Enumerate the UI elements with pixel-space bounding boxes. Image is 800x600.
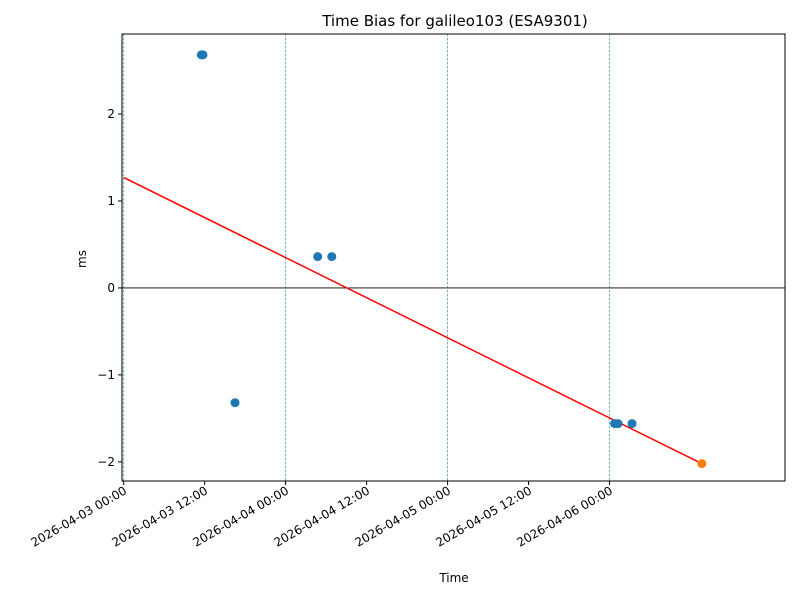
y-tick-label: 2 (107, 107, 115, 121)
data-point (327, 252, 337, 262)
y-tick-label: −1 (97, 368, 115, 382)
trend-line-layer (123, 176, 703, 465)
y-tick-label: 0 (107, 281, 115, 295)
y-axis-label: ms (75, 250, 89, 268)
latest-data-point (697, 459, 707, 469)
data-point (313, 252, 323, 262)
data-point (627, 419, 637, 429)
trend-line (123, 176, 703, 465)
data-point (198, 50, 208, 60)
plot-frame (121, 33, 786, 482)
grid-lines (122, 34, 785, 481)
chart-title: Time Bias for galileo103 (ESA9301) (321, 12, 588, 30)
data-points (196, 50, 707, 469)
x-axis-label: Time (438, 571, 468, 585)
y-tick-label: −2 (97, 455, 115, 469)
data-point (230, 398, 240, 408)
y-tick-label: 1 (107, 194, 115, 208)
data-point (613, 419, 623, 429)
